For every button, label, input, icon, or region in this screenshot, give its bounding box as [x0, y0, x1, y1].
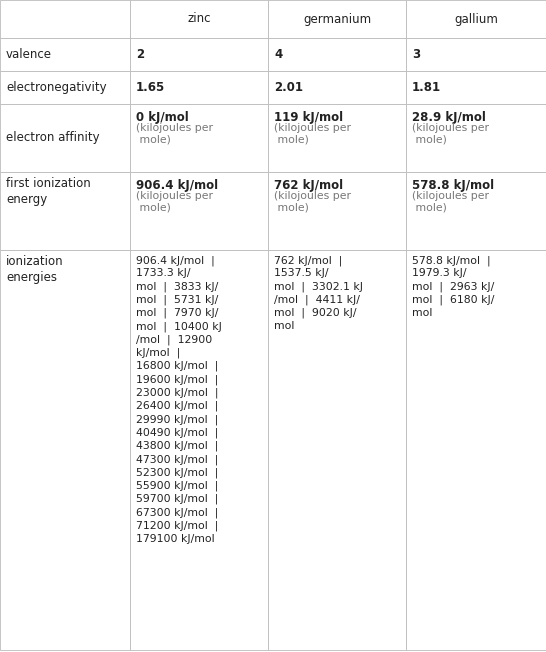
Text: 2: 2 [136, 48, 144, 61]
Bar [0, 250, 130, 650]
Text: ionization
energies: ionization energies [6, 255, 64, 284]
Bar [130, 172, 268, 250]
Bar [406, 38, 546, 71]
Text: 578.8 kJ/mol  |
1979.3 kJ/
mol  |  2963 kJ/
mol  |  6180 kJ/
mol: 578.8 kJ/mol | 1979.3 kJ/ mol | 2963 kJ/… [412, 255, 494, 318]
Text: 1.65: 1.65 [136, 81, 165, 94]
Bar [268, 38, 406, 71]
Bar [0, 71, 130, 104]
Text: electron affinity: electron affinity [6, 132, 99, 145]
Text: 28.9 kJ/mol: 28.9 kJ/mol [412, 111, 486, 124]
Text: 4: 4 [274, 48, 282, 61]
Text: 2.01: 2.01 [274, 81, 303, 94]
Text: germanium: germanium [303, 12, 371, 25]
Bar [268, 71, 406, 104]
Text: 3: 3 [412, 48, 420, 61]
Bar [130, 250, 268, 650]
Bar [0, 172, 130, 250]
Text: (kilojoules per
 mole): (kilojoules per mole) [412, 123, 489, 145]
Bar [268, 104, 406, 172]
Text: (kilojoules per
 mole): (kilojoules per mole) [274, 191, 351, 213]
Bar [0, 38, 130, 71]
Bar [130, 38, 268, 71]
Text: (kilojoules per
 mole): (kilojoules per mole) [136, 191, 213, 213]
Bar [406, 172, 546, 250]
Bar [0, 104, 130, 172]
Text: 1.81: 1.81 [412, 81, 441, 94]
Text: 0 kJ/mol: 0 kJ/mol [136, 111, 189, 124]
Text: zinc: zinc [187, 12, 211, 25]
Text: 906.4 kJ/mol: 906.4 kJ/mol [136, 179, 218, 192]
Text: electronegativity: electronegativity [6, 81, 106, 94]
Text: (kilojoules per
 mole): (kilojoules per mole) [136, 123, 213, 145]
Text: first ionization
energy: first ionization energy [6, 177, 91, 206]
Bar [268, 250, 406, 650]
Text: 762 kJ/mol: 762 kJ/mol [274, 179, 343, 192]
Bar [406, 104, 546, 172]
Bar [130, 0, 268, 38]
Bar [268, 172, 406, 250]
Text: (kilojoules per
 mole): (kilojoules per mole) [412, 191, 489, 213]
Text: 119 kJ/mol: 119 kJ/mol [274, 111, 343, 124]
Text: valence: valence [6, 48, 52, 61]
Bar [406, 250, 546, 650]
Bar [0, 0, 130, 38]
Bar [268, 0, 406, 38]
Bar [130, 71, 268, 104]
Bar [130, 104, 268, 172]
Text: 578.8 kJ/mol: 578.8 kJ/mol [412, 179, 494, 192]
Text: gallium: gallium [454, 12, 498, 25]
Text: (kilojoules per
 mole): (kilojoules per mole) [274, 123, 351, 145]
Bar [406, 0, 546, 38]
Text: 762 kJ/mol  |
1537.5 kJ/
mol  |  3302.1 kJ
/mol  |  4411 kJ/
mol  |  9020 kJ/
mo: 762 kJ/mol | 1537.5 kJ/ mol | 3302.1 kJ … [274, 255, 363, 331]
Bar [406, 71, 546, 104]
Text: 906.4 kJ/mol  |
1733.3 kJ/
mol  |  3833 kJ/
mol  |  5731 kJ/
mol  |  7970 kJ/
mo: 906.4 kJ/mol | 1733.3 kJ/ mol | 3833 kJ/… [136, 255, 222, 544]
